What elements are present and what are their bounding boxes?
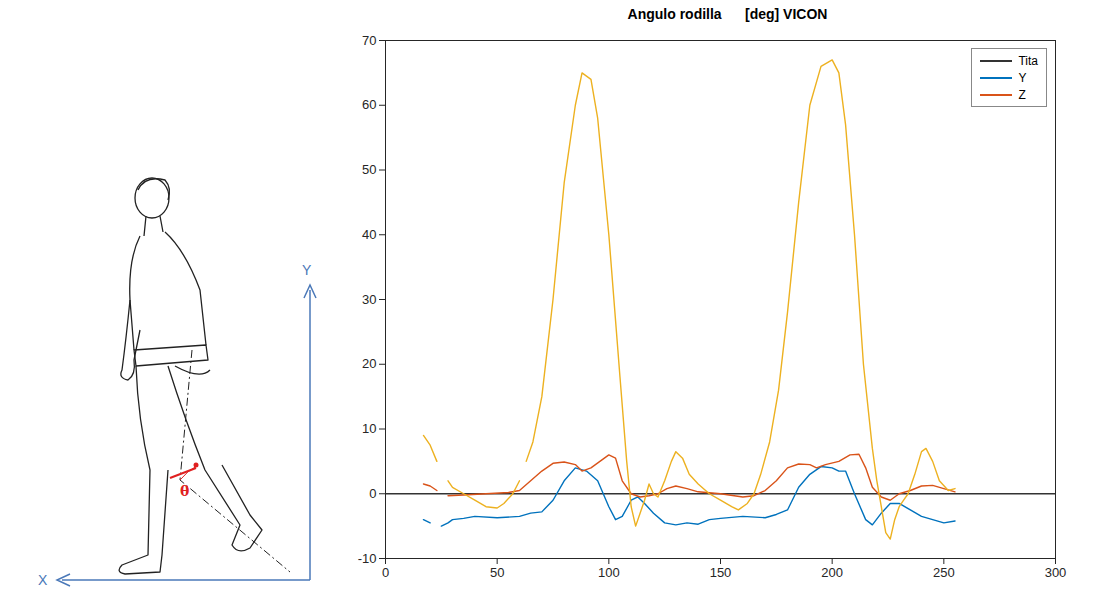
svg-text:θ: θ — [180, 483, 189, 499]
svg-text:0: 0 — [382, 565, 389, 580]
svg-text:X: X — [38, 572, 48, 588]
svg-text:10: 10 — [362, 421, 376, 436]
svg-text:Y: Y — [302, 262, 312, 278]
svg-text:200: 200 — [821, 565, 843, 580]
svg-text:20: 20 — [362, 356, 376, 371]
svg-text:50: 50 — [490, 565, 504, 580]
svg-text:150: 150 — [710, 565, 732, 580]
svg-text:30: 30 — [362, 292, 376, 307]
html-text:Y: Y — [1018, 70, 1027, 85]
svg-text:100: 100 — [598, 565, 620, 580]
html-text:Tita: Tita — [1018, 53, 1038, 68]
svg-text:250: 250 — [933, 565, 955, 580]
svg-text:60: 60 — [362, 97, 376, 112]
svg-text:300: 300 — [1045, 565, 1067, 580]
svg-text:-10: -10 — [358, 551, 377, 566]
svg-text:70: 70 — [362, 33, 376, 48]
svg-text:0: 0 — [369, 486, 376, 501]
html-text:Angulo rodilla [deg] VICON: Angulo rodilla [deg] VICON — [627, 6, 828, 22]
svg-text:40: 40 — [362, 227, 376, 242]
html-text:Z: Z — [1018, 87, 1026, 102]
svg-text:50: 50 — [362, 162, 376, 177]
